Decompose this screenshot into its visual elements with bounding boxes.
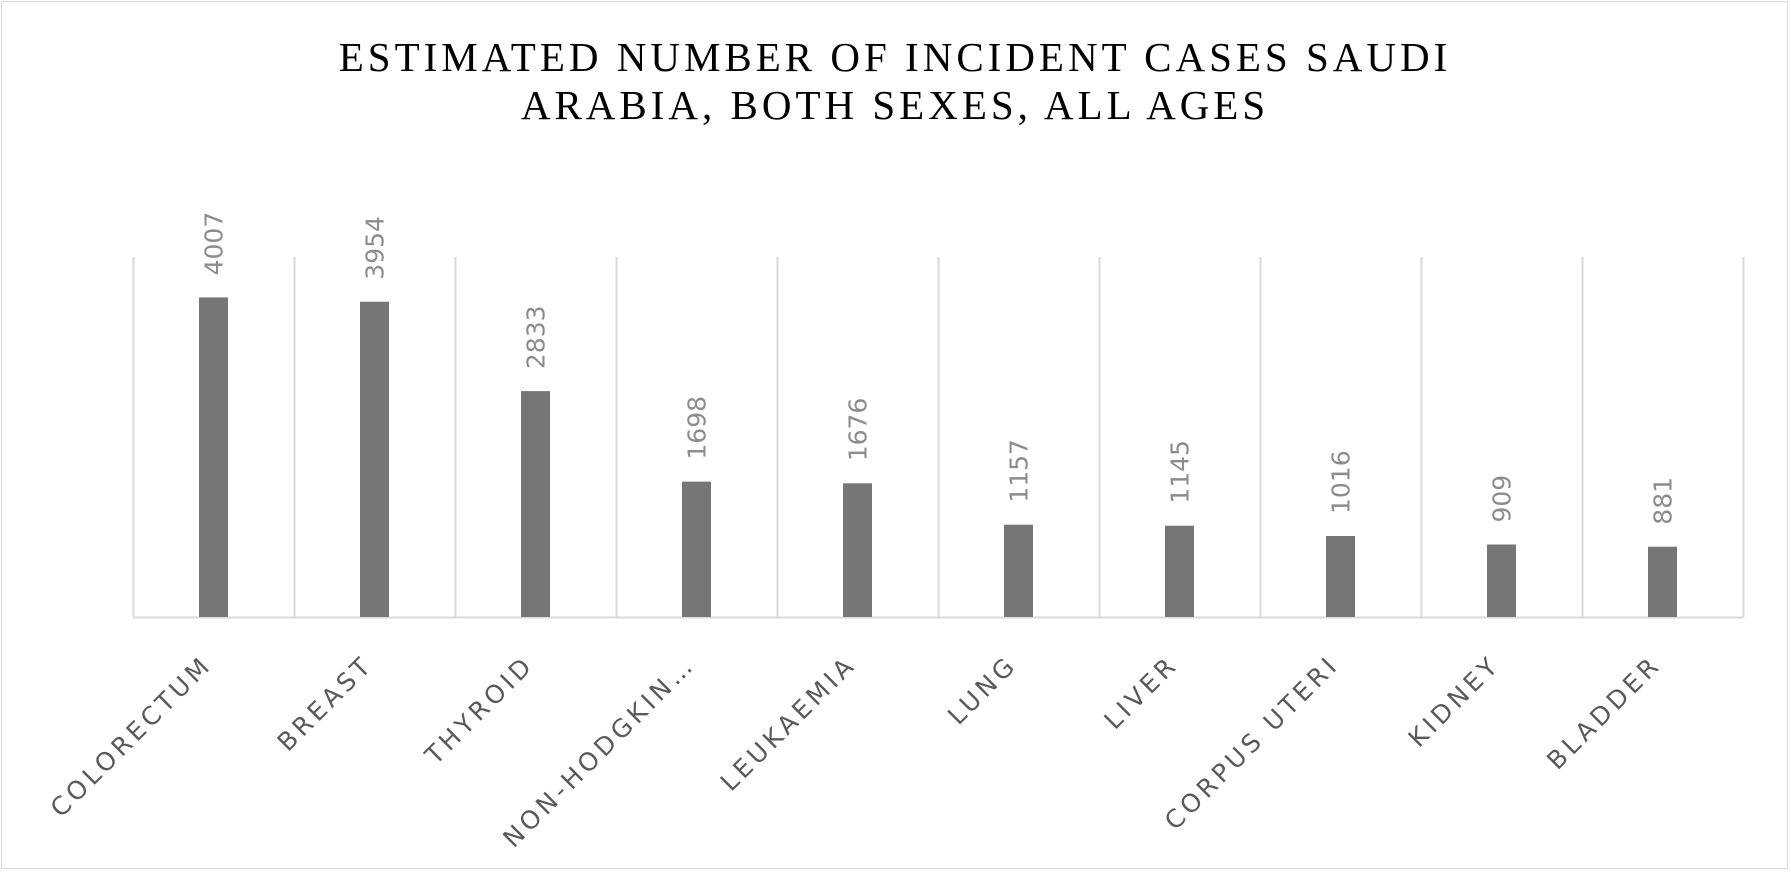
category-label: BLADDER [1541, 650, 1666, 775]
data-label: 4007 [200, 212, 229, 276]
bar [360, 301, 389, 617]
gridlines [132, 257, 1745, 619]
category-label: CORPUS UTERI [1159, 650, 1345, 836]
bar [1487, 544, 1516, 617]
category-label: LUNG [942, 650, 1023, 731]
data-label: 909 [1488, 475, 1517, 523]
bar [521, 391, 550, 617]
data-label: 1698 [683, 396, 712, 460]
category-label: LIVER [1098, 650, 1183, 735]
data-label: 1157 [1005, 439, 1034, 503]
category-label: LEUKAEMIA [715, 650, 862, 797]
bar [1326, 536, 1355, 617]
bar [199, 297, 228, 617]
data-label: 1145 [1166, 440, 1195, 504]
bar [682, 481, 711, 617]
category-label: BREAST [272, 650, 379, 757]
bar [1648, 546, 1677, 617]
category-label: COLORECTUM [45, 650, 218, 823]
category-label: KIDNEY [1403, 650, 1506, 753]
bars [199, 297, 1677, 617]
category-label: THYROID [419, 650, 540, 771]
data-label: 1016 [1327, 450, 1356, 514]
data-label: 3954 [361, 216, 390, 280]
data-label: 2833 [522, 305, 551, 369]
data-labels: 4007 3954 2833 1698 1676 1157 1145 1016 909 881 [200, 212, 1678, 525]
bar [1165, 525, 1194, 617]
chart-title-line-2: ARABIA, BOTH SEXES, ALL AGES [521, 82, 1269, 128]
data-label: 881 [1649, 477, 1678, 525]
bar [843, 483, 872, 617]
data-label: 1676 [844, 398, 873, 462]
bar [1004, 524, 1033, 617]
chart-title-line-1: ESTIMATED NUMBER OF INCIDENT CASES SAUDI [339, 34, 1452, 80]
